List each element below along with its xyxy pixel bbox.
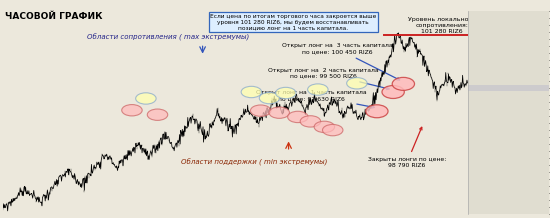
Ellipse shape: [314, 121, 334, 133]
Text: Открыт лонг на  1 часть капитала
по цене: 97 630 RIZ6: Открыт лонг на 1 часть капитала по цене:…: [256, 90, 374, 108]
Ellipse shape: [307, 84, 328, 95]
Ellipse shape: [122, 105, 142, 116]
Text: ЧАСОВОЙ ГРАФИК: ЧАСОВОЙ ГРАФИК: [5, 12, 102, 21]
Ellipse shape: [288, 111, 308, 123]
Ellipse shape: [250, 105, 271, 116]
Ellipse shape: [392, 77, 415, 90]
Ellipse shape: [276, 87, 296, 99]
Bar: [468, 85, 549, 91]
Ellipse shape: [346, 78, 367, 89]
Text: Если цена по итогам торгового часа закроется выше
уровня 101 280 RIZ6, мы будем : Если цена по итогам торгового часа закро…: [210, 14, 376, 31]
Ellipse shape: [241, 86, 262, 98]
Text: Области сопротивления ( max экстремумы): Области сопротивления ( max экстремумы): [86, 34, 249, 41]
Ellipse shape: [322, 124, 343, 136]
Text: Закрыты лонги по цене:
98 790 RIZ6: Закрыты лонги по цене: 98 790 RIZ6: [368, 127, 446, 168]
Ellipse shape: [147, 109, 168, 120]
Text: Уровень локального
сопротивления:
101 280 RIZ6: Уровень локального сопротивления: 101 28…: [408, 17, 476, 34]
Ellipse shape: [269, 107, 289, 118]
Ellipse shape: [300, 116, 321, 127]
Text: Открыт лонг на  3 часть капитала
по цене: 100 450 RIZ6: Открыт лонг на 3 часть капитала по цене:…: [282, 43, 400, 80]
Ellipse shape: [366, 105, 388, 118]
Ellipse shape: [382, 85, 404, 99]
Ellipse shape: [259, 92, 280, 104]
Ellipse shape: [136, 93, 156, 104]
Text: Области поддержки ( min экстремумы): Области поддержки ( min экстремумы): [180, 159, 327, 166]
Text: Открыт лонг на  2 часть капитала
по цене: 99 500 RIZ6: Открыт лонг на 2 часть капитала по цене:…: [268, 68, 389, 90]
